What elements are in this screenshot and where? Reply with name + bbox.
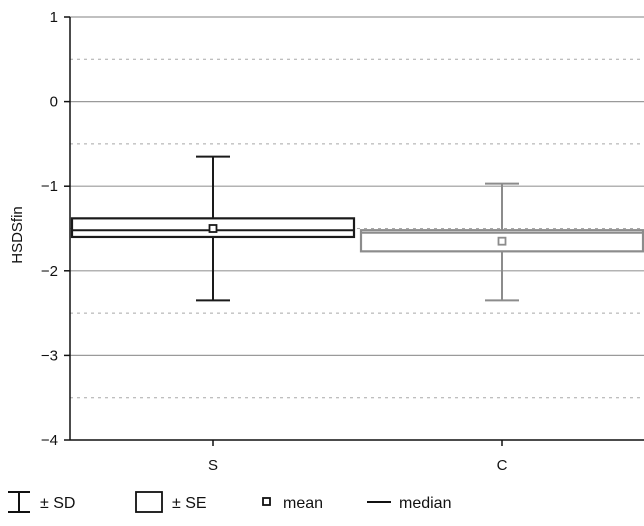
grid [70,16,644,399]
y-axis-title: HSDSfin [9,206,26,264]
y-tick-label: −3 [41,347,58,364]
mean-marker [497,236,507,246]
legend-label: mean [283,495,323,512]
x-tick-label: S [208,457,218,474]
legend: ± SD ± SE mean median [8,491,451,513]
y-ticks: 1 0 −1 −2 −3 −4 [41,9,70,449]
box-group-s [70,155,356,302]
y-tick-label: 1 [50,9,58,26]
x-tick-label: C [497,457,508,474]
y-tick-label: −2 [41,263,58,280]
y-tick-label: −1 [41,178,58,195]
legend-item-mean: mean [262,495,323,512]
boxes [70,155,644,302]
legend-se-box [135,491,163,513]
legend-mean-marker [262,497,271,506]
legend-label: median [399,495,451,512]
legend-item-whisker: ± SD [8,491,75,513]
legend-item-box: ± SE [135,491,207,513]
y-tick-label: 0 [50,94,58,111]
legend-item-median: median [367,495,451,512]
legend-label: ± SE [172,495,207,512]
box-group-c [359,182,644,302]
mean-marker [208,224,218,233]
legend-label: ± SD [40,495,75,512]
y-tick-label: −4 [41,432,58,449]
axes [69,17,644,441]
